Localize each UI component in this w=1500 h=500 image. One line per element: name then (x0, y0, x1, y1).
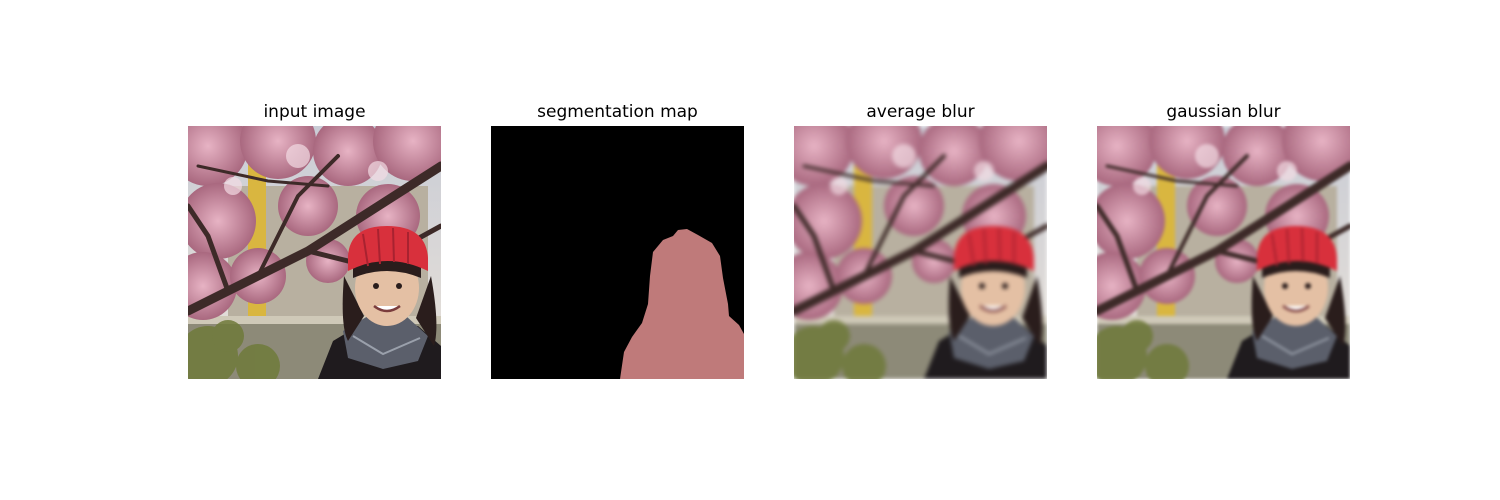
panel-title: segmentation map (537, 102, 698, 122)
panel-title: gaussian blur (1166, 102, 1281, 122)
gaussian-blur-image (1097, 126, 1350, 379)
input-image-panel: input image (188, 100, 441, 124)
gaussian-blur-panel: gaussian blur (1097, 100, 1350, 124)
panel-title: average blur (866, 102, 975, 122)
segmentation-map-panel: segmentation map (491, 100, 744, 379)
segmentation-map-image (491, 126, 744, 379)
segmentation-person-mask (620, 229, 744, 379)
average-blur-image (794, 126, 1047, 379)
panel-title: input image (263, 102, 366, 122)
average-blur-panel: average blur (794, 100, 1047, 124)
input-image (188, 126, 441, 379)
